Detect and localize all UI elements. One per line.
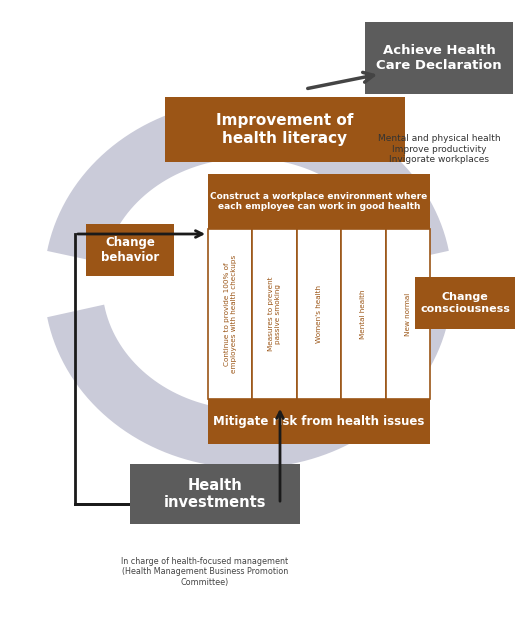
FancyBboxPatch shape [208,229,253,399]
Text: Change
consciousness: Change consciousness [420,292,510,314]
Text: In charge of health-focused management
(Health Management Business Promotion
Com: In charge of health-focused management (… [122,557,289,587]
FancyBboxPatch shape [86,224,174,276]
Text: New normal: New normal [405,293,411,336]
FancyBboxPatch shape [253,229,297,399]
FancyBboxPatch shape [415,277,515,329]
Text: Mitigate risk from health issues: Mitigate risk from health issues [213,415,425,428]
Text: Measures to prevent
passive smoking: Measures to prevent passive smoking [268,277,281,351]
Text: Health
investments: Health investments [164,478,266,510]
FancyBboxPatch shape [130,464,300,524]
Text: Change
behavior: Change behavior [101,236,159,264]
Text: Construct a workplace environment where
each employee can work in good health: Construct a workplace environment where … [210,192,428,211]
Text: Improvement of
health literacy: Improvement of health literacy [216,114,354,145]
Text: Achieve Health
Care Declaration: Achieve Health Care Declaration [376,44,502,72]
FancyBboxPatch shape [341,229,386,399]
Text: Mental health: Mental health [360,290,366,339]
Polygon shape [404,311,428,335]
FancyBboxPatch shape [365,22,513,94]
FancyBboxPatch shape [297,229,341,399]
Polygon shape [89,193,110,218]
FancyBboxPatch shape [208,174,430,229]
FancyBboxPatch shape [165,97,405,162]
Text: Mental and physical health
Improve productivity
Invigorate workplaces: Mental and physical health Improve produ… [378,134,500,164]
FancyBboxPatch shape [208,399,430,444]
FancyBboxPatch shape [386,229,430,399]
Text: Women's health: Women's health [316,285,322,343]
Text: Continue to provide 100% of
employees with health checkups: Continue to provide 100% of employees wi… [224,255,236,373]
